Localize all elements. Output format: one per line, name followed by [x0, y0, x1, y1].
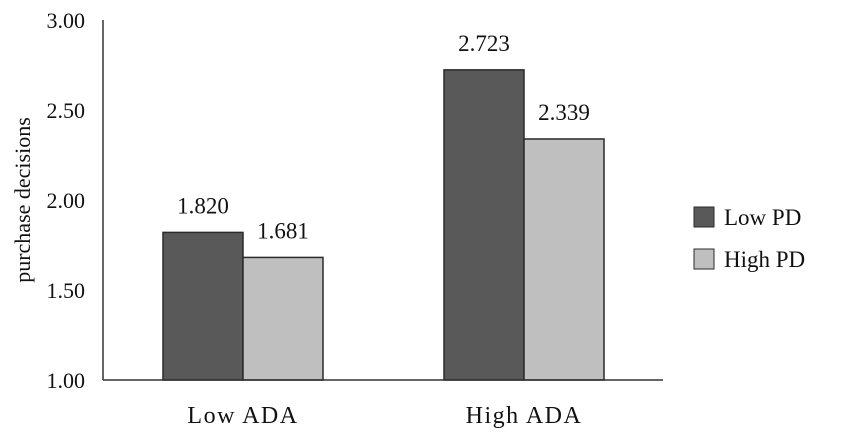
- bar-low-pd-high-ada: [443, 69, 525, 381]
- data-labels: 1.820 1.681 2.723 2.339: [177, 31, 590, 244]
- y-tick-label: 1.50: [47, 278, 86, 303]
- x-category-label: Low ADA: [187, 403, 298, 429]
- legend-swatch: [693, 248, 715, 270]
- x-category-label: High ADA: [466, 403, 583, 429]
- y-axis-label: purchase decisions: [10, 117, 35, 283]
- data-label: 1.820: [177, 193, 229, 218]
- legend-label: High PD: [724, 247, 805, 272]
- data-label: 2.339: [538, 100, 590, 125]
- bars: [162, 69, 605, 381]
- y-tick-label: 1.00: [47, 368, 86, 393]
- bar-high-pd-high-ada: [523, 138, 605, 381]
- y-tick-label: 2.00: [47, 188, 86, 213]
- bar-low-pd-low-ada: [162, 231, 244, 381]
- legend-swatch: [693, 206, 715, 228]
- bar-high-pd-low-ada: [242, 256, 324, 381]
- y-tick-label: 2.50: [47, 98, 86, 123]
- legend-label: Low PD: [724, 205, 801, 230]
- legend: Low PD High PD: [693, 205, 805, 272]
- y-tick-label: 3.00: [47, 8, 86, 33]
- data-label: 2.723: [458, 31, 510, 56]
- data-label: 1.681: [257, 218, 309, 243]
- y-axis-ticks: 1.00 1.50 2.00 2.50 3.00: [47, 8, 86, 393]
- x-axis-category-labels: Low ADA High ADA: [187, 403, 583, 429]
